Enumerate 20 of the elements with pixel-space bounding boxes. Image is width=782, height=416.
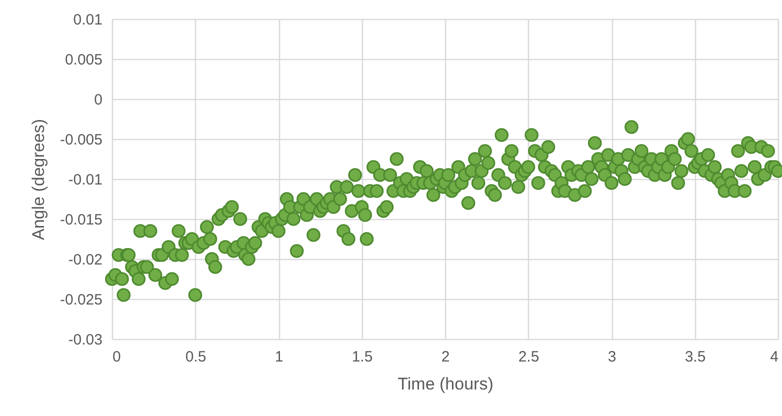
y-tick-label: -0.015 (60, 212, 102, 228)
x-tick-label: 4 (770, 348, 778, 366)
x-tick-label: 1.5 (352, 348, 373, 366)
y-tick-label: 0.005 (64, 52, 102, 68)
x-tick-label: 2.5 (518, 348, 540, 366)
x-tick-label: 1 (274, 348, 284, 366)
y-tick-label: -0.03 (68, 332, 102, 348)
x-tick-label: 3 (608, 348, 616, 366)
x-tick-label: 0.5 (185, 348, 206, 366)
x-tick-label: 0 (112, 348, 121, 366)
x-axis-title: Time (hours) (398, 374, 494, 394)
y-tick-label: -0.01 (68, 172, 102, 188)
y-tick-label: -0.02 (68, 252, 102, 268)
y-tick-label: -0.005 (60, 132, 102, 148)
x-tick-label: 3.5 (684, 348, 706, 366)
y-tick-label: -0.025 (60, 292, 102, 308)
y-tick-label: 0 (94, 92, 102, 108)
x-tick-label: 2 (441, 348, 450, 366)
y-tick-label: 0.01 (73, 12, 102, 28)
y-axis-title: Angle (degrees) (28, 119, 48, 240)
